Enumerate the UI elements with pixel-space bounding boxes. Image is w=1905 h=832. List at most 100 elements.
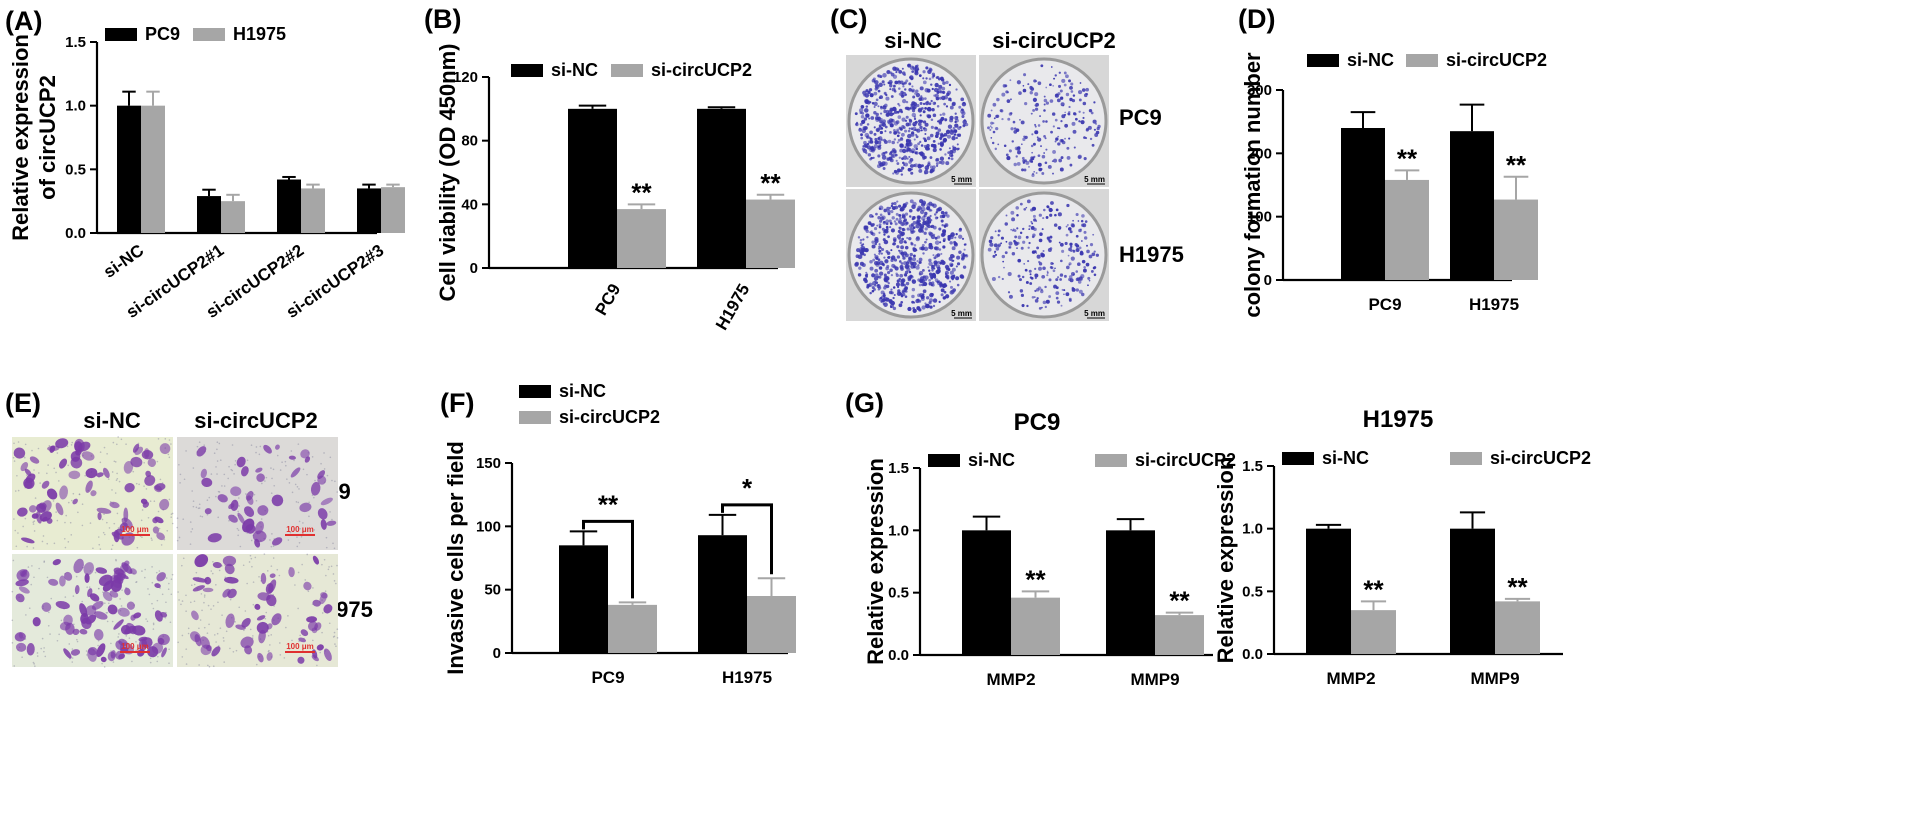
colony [949,270,954,275]
colony [898,226,901,229]
colony [936,120,940,123]
colony [919,102,923,105]
colony [1068,137,1071,140]
colony [1058,84,1062,88]
colony [1000,242,1003,245]
pore [201,515,204,518]
pore [22,525,24,528]
pore [26,474,28,476]
colony [1068,275,1073,279]
colony [922,289,927,294]
colony [860,136,864,140]
colony [1033,79,1037,83]
pore [81,524,84,527]
colony [907,122,912,126]
colony [1059,89,1063,93]
colony [912,216,916,219]
pore [183,478,186,481]
pore [176,517,179,519]
colony [996,97,1000,102]
pore [198,507,201,509]
pore [70,444,73,446]
colony [902,161,905,165]
significance-mark: * [742,473,753,503]
colony [883,233,886,236]
pore [24,456,26,459]
pore [131,660,133,663]
pore [185,594,187,597]
colony [1029,282,1033,285]
invasive-cell [132,443,140,453]
invasive-cell [290,467,301,478]
pore [185,610,187,612]
colony [898,260,902,263]
invasive-cell [41,480,50,489]
colony [920,129,923,132]
y-axis-label: colony formation number [1240,52,1265,318]
colony [1085,87,1089,92]
y-axis-label: Relative expression [863,458,888,665]
colony [888,219,892,223]
pore [156,460,159,463]
invasive-cell [18,586,30,594]
pore [269,644,271,646]
pore [52,500,55,502]
colony [1063,83,1067,87]
colony [1077,220,1080,222]
pore [211,572,214,575]
colony [908,87,912,92]
pore [234,621,236,623]
colony [1063,71,1067,75]
pore [299,527,301,530]
invasive-cell [47,445,60,452]
pore [48,611,50,614]
pore [141,536,143,539]
colony [989,242,994,247]
colony [874,83,880,89]
pore [225,630,228,633]
colony [864,108,869,113]
colony [1001,254,1006,259]
pore [325,536,328,539]
invasive-cell [204,576,212,585]
colony [919,278,924,284]
invasive-cell [147,458,156,467]
pore [46,576,49,579]
colony [939,113,942,117]
invasive-cell [141,450,154,460]
colony [895,170,899,175]
colony [918,257,923,262]
colony [912,220,917,225]
significance-mark: ** [760,168,781,198]
pore [213,452,216,454]
pore [187,632,190,635]
colony [925,66,929,70]
colony [949,153,954,158]
colony [933,263,938,267]
colony [1078,276,1083,282]
invasive-cell [145,470,152,477]
panel-label: (D) [1238,4,1275,34]
colony [995,126,999,131]
pore [331,518,333,521]
colony [1031,172,1035,175]
invasive-cell [64,571,73,581]
invasive-cell [63,648,72,659]
y-axis-label: Relative expression [8,34,33,241]
colony [995,247,1000,251]
colony [943,95,948,100]
pore [37,447,40,450]
pore [111,471,114,473]
colony [892,149,897,153]
y-tick-label: 40 [461,196,478,213]
colony [908,270,912,274]
pore [141,570,143,572]
colony [923,246,929,252]
pore [326,474,329,477]
colony [1020,293,1025,297]
colony [930,118,934,121]
colony [912,121,917,127]
colony [1068,262,1072,266]
pore [334,480,336,483]
significance-mark: ** [1507,572,1528,602]
